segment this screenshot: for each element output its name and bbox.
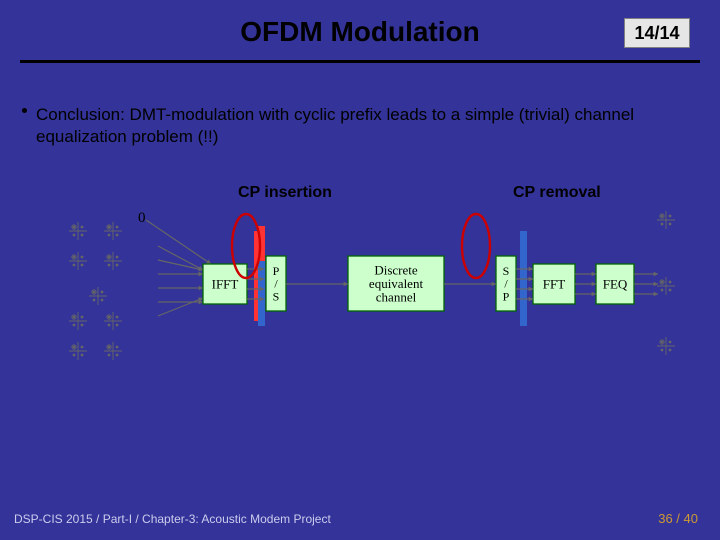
conclusion-bullet: Conclusion: DMT-modulation with cyclic p…: [36, 104, 684, 148]
svg-text:P: P: [503, 289, 510, 303]
title-rule: [20, 60, 700, 63]
svg-text:S: S: [273, 289, 280, 303]
svg-text:FFT: FFT: [543, 277, 565, 292]
svg-text:CP removal: CP removal: [513, 184, 601, 201]
svg-text:IFFT: IFFT: [212, 277, 239, 292]
diagram: CP insertionCP removal0IFFTP/SDiscreteeq…: [58, 176, 698, 396]
slide-title: OFDM Modulation: [0, 16, 720, 48]
page-number: 36 / 40: [658, 511, 698, 526]
svg-text:FEQ: FEQ: [603, 277, 628, 292]
bullet-text: Conclusion: DMT-modulation with cyclic p…: [36, 105, 634, 146]
svg-text:channel: channel: [376, 290, 417, 305]
svg-text:CP insertion: CP insertion: [238, 184, 332, 201]
diagram-svg: CP insertionCP removal0IFFTP/SDiscreteeq…: [58, 176, 698, 396]
bullet-dot: [22, 108, 27, 113]
page-box: 14/14: [624, 18, 690, 48]
svg-text:0: 0: [138, 210, 146, 226]
footer-text: DSP-CIS 2015 / Part-I / Chapter-3: Acous…: [14, 512, 331, 526]
